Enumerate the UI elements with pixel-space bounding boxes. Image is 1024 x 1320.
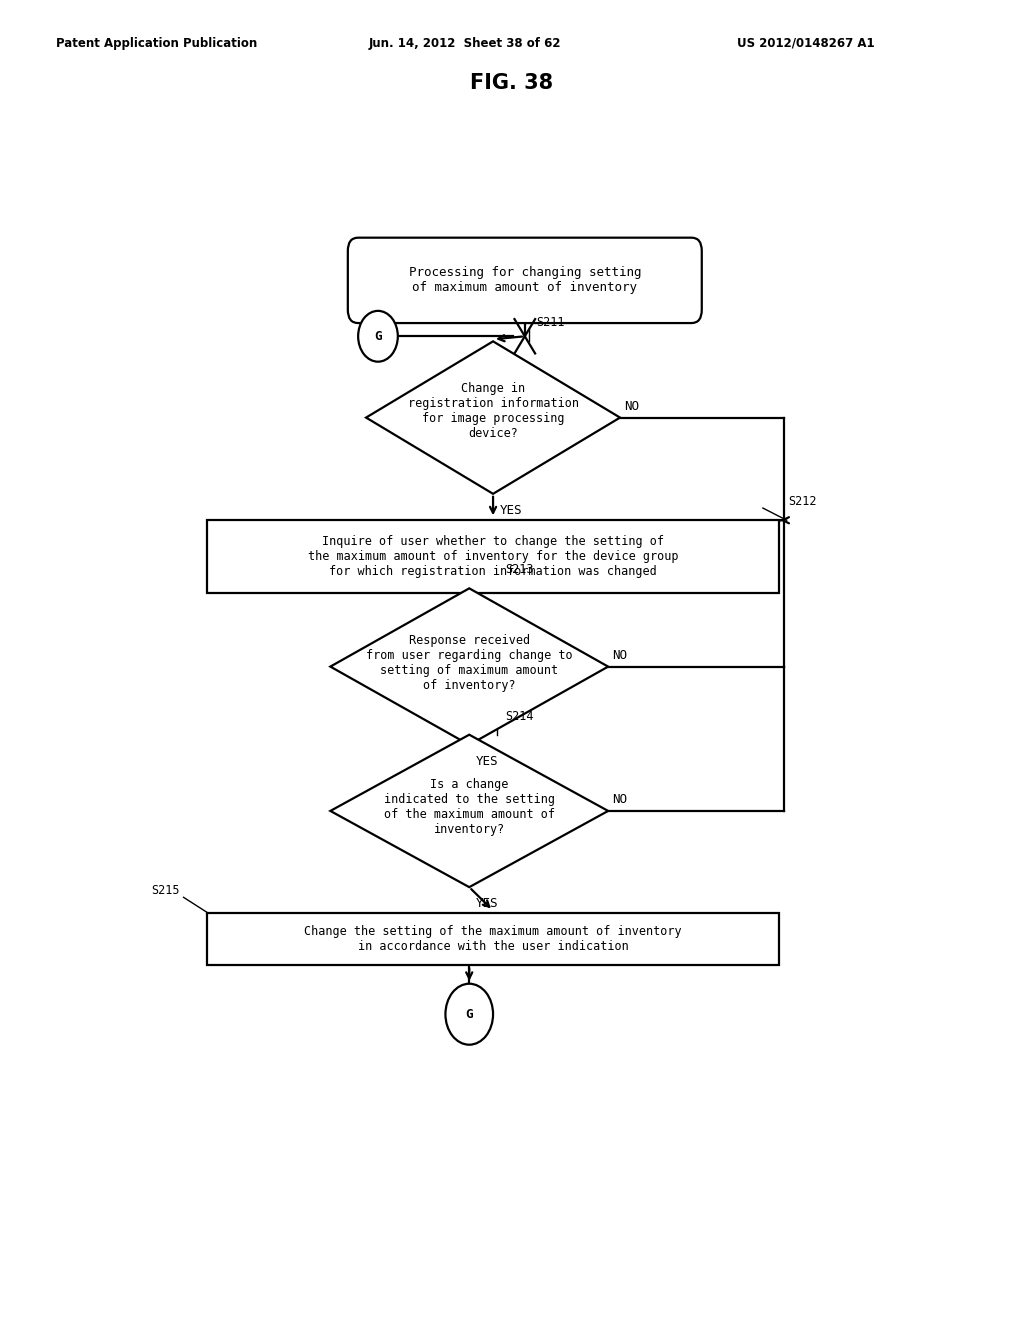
Text: Jun. 14, 2012  Sheet 38 of 62: Jun. 14, 2012 Sheet 38 of 62 <box>369 37 561 50</box>
Text: YES: YES <box>500 504 522 517</box>
Text: S211: S211 <box>537 317 565 329</box>
Circle shape <box>445 983 494 1044</box>
Text: NO: NO <box>612 793 627 805</box>
Text: NO: NO <box>612 648 627 661</box>
Text: G: G <box>466 1007 473 1020</box>
Text: S215: S215 <box>152 884 179 898</box>
Text: Change in
registration information
for image processing
device?: Change in registration information for i… <box>408 383 579 441</box>
Text: S213: S213 <box>505 564 534 576</box>
FancyBboxPatch shape <box>207 520 779 594</box>
Text: S214: S214 <box>505 710 534 722</box>
Polygon shape <box>367 342 620 494</box>
Text: YES: YES <box>475 755 498 768</box>
Text: Inquire of user whether to change the setting of
the maximum amount of inventory: Inquire of user whether to change the se… <box>308 536 678 578</box>
Text: FIG. 38: FIG. 38 <box>470 73 554 92</box>
Text: Response received
from user regarding change to
setting of maximum amount
of inv: Response received from user regarding ch… <box>366 634 572 692</box>
Text: US 2012/0148267 A1: US 2012/0148267 A1 <box>737 37 874 50</box>
FancyBboxPatch shape <box>207 912 779 965</box>
Text: G: G <box>374 330 382 343</box>
Text: Is a change
indicated to the setting
of the maximum amount of
inventory?: Is a change indicated to the setting of … <box>384 777 555 836</box>
Text: Patent Application Publication: Patent Application Publication <box>56 37 258 50</box>
Text: S212: S212 <box>788 495 817 508</box>
Polygon shape <box>331 589 608 744</box>
Polygon shape <box>331 735 608 887</box>
Text: Change the setting of the maximum amount of inventory
in accordance with the use: Change the setting of the maximum amount… <box>304 925 682 953</box>
Text: YES: YES <box>475 898 498 911</box>
Text: NO: NO <box>624 400 639 412</box>
Text: Processing for changing setting
of maximum amount of inventory: Processing for changing setting of maxim… <box>409 267 641 294</box>
FancyBboxPatch shape <box>348 238 701 323</box>
Circle shape <box>358 312 398 362</box>
